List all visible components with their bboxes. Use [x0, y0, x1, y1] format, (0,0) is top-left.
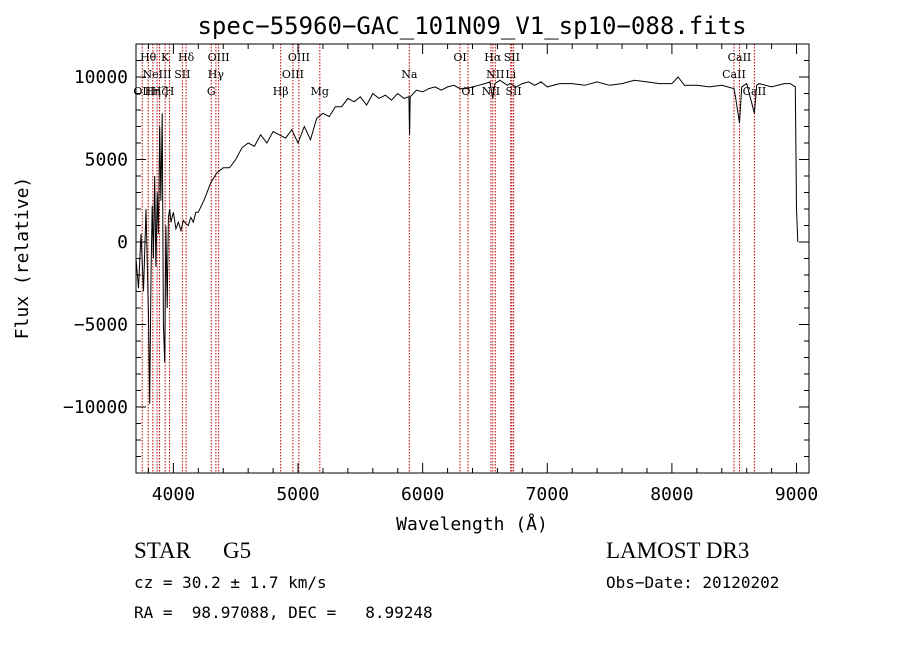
- axis-ticks: 4000 5000 6000 7000 8000 9000 −10000 −5000 0 5000…: [63, 44, 818, 505]
- reference-lines: [141, 44, 755, 473]
- redshift-value: cz = 30.2 ± 1.7 km/s: [134, 573, 327, 592]
- spectral-line-label: Na: [401, 68, 418, 81]
- obs-date: Obs−Date: 20120202: [606, 573, 780, 592]
- spectral-line-label: CaII: [728, 51, 752, 64]
- spectral-line-label: NII: [482, 85, 500, 98]
- spectral-line-label: CaII: [722, 68, 746, 81]
- spectral-line-label: SII: [504, 51, 520, 64]
- x-tick-label: 5000: [276, 484, 319, 505]
- spectral-line-label: OIII: [282, 68, 304, 81]
- y-tick-label: −10000: [63, 397, 128, 418]
- object-class: STAR: [134, 538, 191, 563]
- y-tick-label: 10000: [74, 67, 128, 88]
- spectral-line-label: G: [207, 85, 216, 98]
- spectral-line-label: SII: [174, 68, 190, 81]
- spectrum-line: [135, 76, 799, 404]
- chart-title: spec−55960−GAC_101N09_V1_sp10−088.fits: [197, 12, 746, 40]
- x-tick-label: 8000: [650, 484, 693, 505]
- y-tick-label: 5000: [85, 150, 128, 171]
- spectral-line-label: Hζ: [152, 85, 168, 98]
- x-tick-label: 6000: [401, 484, 444, 505]
- survey-name: LAMOST DR3: [606, 538, 750, 563]
- spectral-line-label: SII: [506, 85, 522, 98]
- spectral-line-label: Hβ: [273, 85, 289, 98]
- spectral-line-label: Hα: [484, 51, 502, 64]
- spectral-line-label: Hθ: [140, 51, 157, 64]
- spectral-line-label: Li: [505, 68, 516, 81]
- spectral-line-label: OIII: [208, 51, 230, 64]
- x-tick-label: 9000: [775, 484, 818, 505]
- line-labels: OII Hθ Hη NeIII Hζ K H SII Hδ G Hγ OIII Hβ OIII OIII Mg…: [133, 51, 766, 98]
- spectral-line-label: CaII: [743, 85, 767, 98]
- spectral-line-label: Mg: [311, 85, 329, 98]
- spectral-line-label: Hδ: [178, 51, 195, 64]
- coordinates: RA = 98.97088, DEC = 8.99248: [134, 603, 433, 622]
- spectral-line-label: OII: [133, 85, 151, 98]
- spectral-line-label: Hη: [145, 85, 161, 98]
- y-tick-label: −5000: [74, 315, 128, 336]
- spectral-line-label: OI: [453, 51, 466, 64]
- x-tick-label: 4000: [152, 484, 195, 505]
- spectral-line-label: K: [161, 51, 170, 64]
- spectral-line-label: NII: [486, 68, 504, 81]
- x-tick-label: 7000: [526, 484, 569, 505]
- y-tick-label: 0: [117, 232, 128, 253]
- spectral-line-label: Hγ: [208, 68, 225, 81]
- y-axis-label: Flux (relative): [12, 177, 33, 340]
- subclass: G5: [222, 538, 252, 563]
- spectral-line-label: OI: [461, 85, 474, 98]
- spectral-line-label: OIII: [288, 51, 310, 64]
- plot-frame: [135, 43, 810, 474]
- spectral-line-label: NeIII: [142, 68, 171, 81]
- spectral-line-label: H: [165, 85, 175, 98]
- x-axis-label: Wavelength (Å): [396, 513, 548, 535]
- classification: STAR G5: [134, 538, 283, 564]
